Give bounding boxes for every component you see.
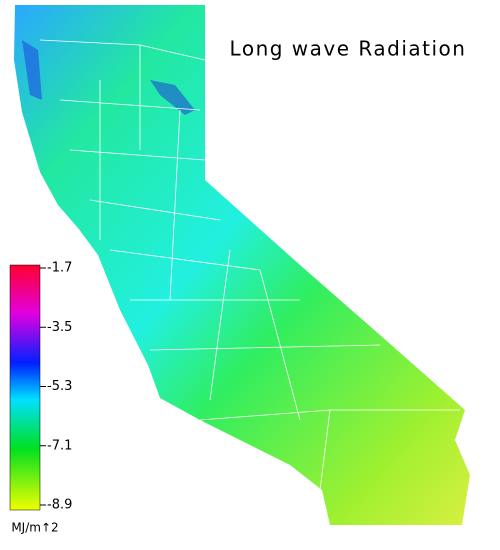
county-lines xyxy=(39,39,460,491)
colorbar-tick-label: -3.5 xyxy=(47,320,72,335)
colorbar-tick-label: -1.7 xyxy=(47,261,72,276)
colorbar-scale xyxy=(9,264,41,511)
colorbar: -1.7 -3.5 -5.3 -7.1 -8.9 xyxy=(9,261,72,513)
colorbar-tick-label: -8.9 xyxy=(47,498,72,513)
map-title: Long wave Radiation xyxy=(230,37,467,61)
mountain-zone xyxy=(150,80,195,115)
unit-label: MJ/m↑2 xyxy=(11,521,58,535)
colorbar-tick-label: -5.3 xyxy=(47,379,72,394)
colorbar-tick-label: -7.1 xyxy=(47,438,72,453)
california xyxy=(14,5,470,525)
mountain-zone xyxy=(22,40,42,100)
state-map xyxy=(14,5,470,525)
